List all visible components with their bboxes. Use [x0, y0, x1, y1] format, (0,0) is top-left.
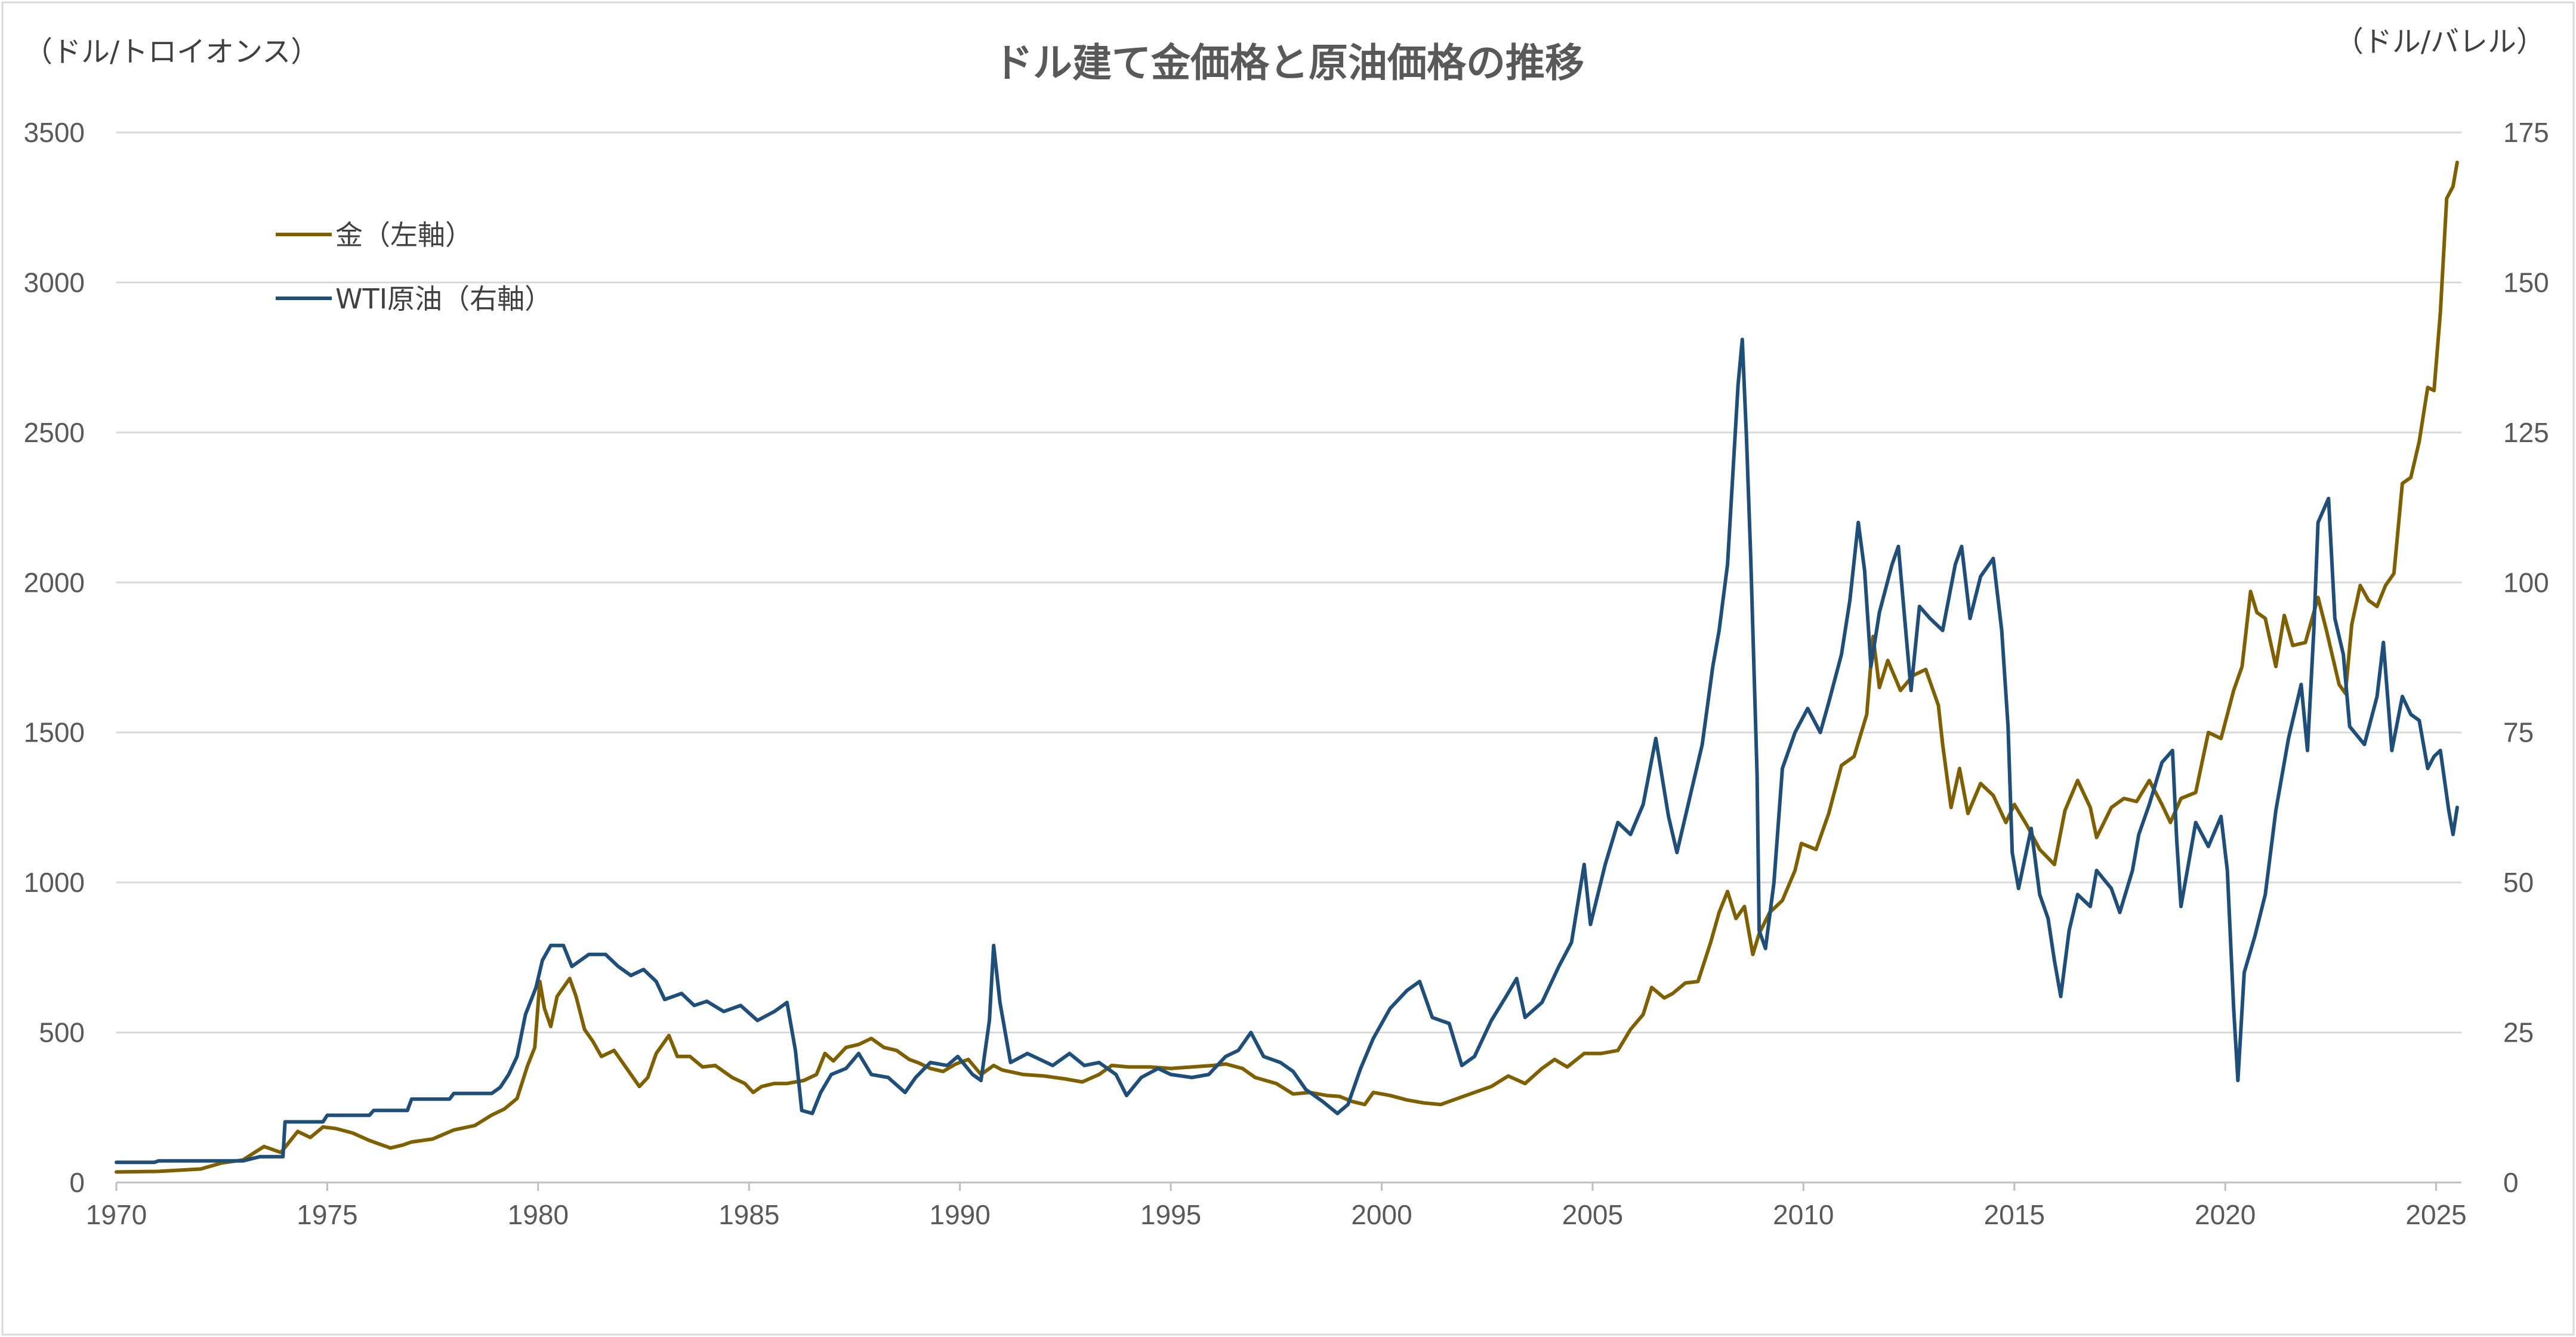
y-left-tick-label: 500	[39, 1017, 85, 1048]
y-right-tick-label: 50	[2503, 867, 2534, 898]
legend-label: WTI原油（右軸）	[335, 283, 552, 315]
y-right-tick-label: 150	[2503, 267, 2549, 298]
y-left-tick-label: 2000	[24, 567, 85, 598]
gold-series-line	[115, 160, 2459, 1174]
y-left-tick-label: 3500	[24, 117, 85, 148]
y-left-tick-label: 1000	[24, 867, 85, 898]
right-axis-unit: （ドル/バレル）	[2335, 25, 2545, 58]
x-tick-label: 2025	[2405, 1199, 2466, 1230]
y-left-tick-label: 2500	[24, 417, 85, 448]
y-right-tick-label: 0	[2503, 1167, 2519, 1198]
y-right-tick-label: 125	[2503, 417, 2549, 448]
wti-oil-series-line	[115, 338, 2459, 1165]
y-left-tick-label: 0	[69, 1167, 85, 1198]
y-left-tick-label: 1500	[24, 717, 85, 748]
x-tick-label: 1985	[718, 1199, 779, 1230]
y-right-tick-label: 25	[2503, 1017, 2534, 1048]
x-tick-label: 1990	[929, 1199, 990, 1230]
axes: 0 500 1000 1500 2000 2500 3000 3500 0 25 50 75 100 12…	[24, 117, 2549, 1230]
x-tick-label: 1970	[86, 1199, 147, 1230]
y-left-tick-label: 3000	[24, 267, 85, 298]
y-right-tick-label: 175	[2503, 117, 2549, 148]
chart-title: ドル建て金価格と原油価格の推移	[994, 40, 1584, 86]
x-tick-label: 1980	[508, 1199, 569, 1230]
series-lines	[115, 160, 2459, 1174]
legend-label: 金（左軸）	[335, 219, 473, 251]
x-tick-label: 1975	[297, 1199, 357, 1230]
x-tick-label: 2015	[1984, 1199, 2045, 1230]
x-tick-label: 2005	[1562, 1199, 1623, 1230]
x-tick-label: 1995	[1140, 1199, 1201, 1230]
gridlines	[116, 131, 2461, 1034]
legend: 金（左軸） WTI原油（右軸）	[276, 219, 552, 315]
x-tick-label: 2000	[1351, 1199, 1412, 1230]
y-right-tick-label: 75	[2503, 717, 2534, 748]
x-tick-label: 2010	[1773, 1199, 1834, 1230]
x-tick-label: 2020	[2195, 1199, 2256, 1230]
y-right-tick-label: 100	[2503, 567, 2549, 598]
left-axis-unit: （ドル/トロイオンス）	[24, 35, 319, 69]
